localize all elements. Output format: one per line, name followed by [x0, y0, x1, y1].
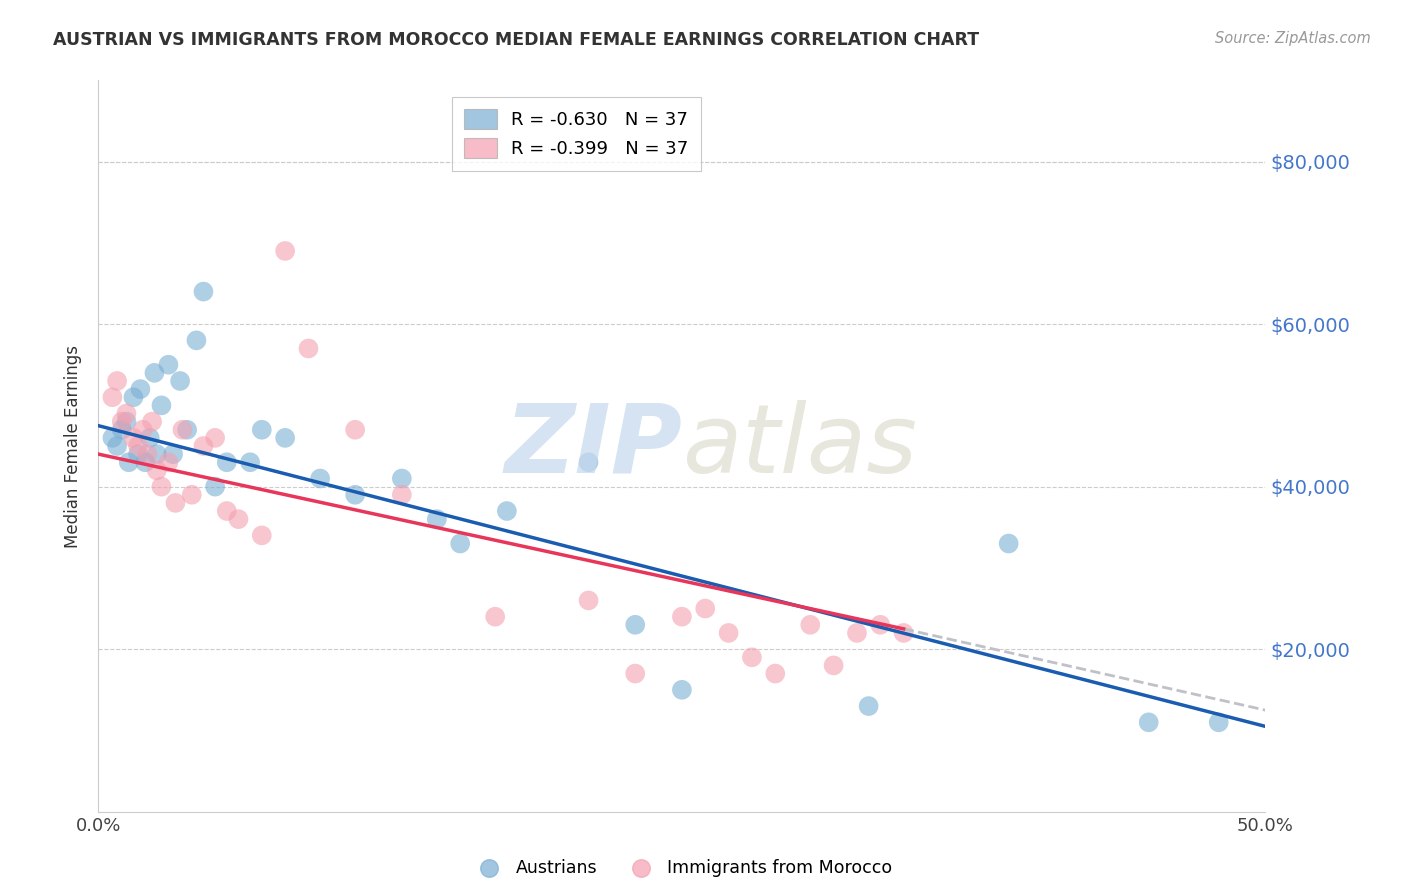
Point: [146, 447, 169, 461]
Point: [893, 626, 915, 640]
Point: [846, 626, 869, 640]
Point: [157, 358, 180, 372]
Point: [118, 455, 141, 469]
Point: [105, 374, 128, 388]
Point: [297, 342, 319, 356]
Point: [578, 593, 600, 607]
Point: [823, 658, 845, 673]
Point: [204, 480, 226, 494]
Point: [105, 439, 128, 453]
Point: [717, 626, 740, 640]
Text: atlas: atlas: [682, 400, 917, 492]
Point: [193, 285, 215, 299]
Point: [180, 488, 202, 502]
Text: ZIP: ZIP: [503, 400, 682, 492]
Point: [763, 666, 786, 681]
Point: [391, 471, 413, 485]
Point: [127, 447, 149, 461]
Point: [578, 455, 600, 469]
Point: [165, 496, 187, 510]
Point: [250, 528, 273, 542]
Point: [136, 447, 159, 461]
Point: [122, 431, 145, 445]
Text: AUSTRIAN VS IMMIGRANTS FROM MOROCCO MEDIAN FEMALE EARNINGS CORRELATION CHART: AUSTRIAN VS IMMIGRANTS FROM MOROCCO MEDI…: [53, 31, 980, 49]
Legend: R = -0.630   N = 37, R = -0.399   N = 37: R = -0.630 N = 37, R = -0.399 N = 37: [451, 96, 702, 170]
Point: [204, 431, 226, 445]
Point: [344, 423, 367, 437]
Point: [134, 455, 156, 469]
Point: [115, 415, 138, 429]
Point: [426, 512, 449, 526]
Point: [671, 609, 693, 624]
Point: [997, 536, 1019, 550]
Point: [186, 334, 208, 348]
Point: [139, 431, 162, 445]
Point: [215, 455, 238, 469]
Point: [624, 617, 647, 632]
Point: [172, 423, 194, 437]
Point: [449, 536, 471, 550]
Point: [741, 650, 763, 665]
Point: [228, 512, 250, 526]
Point: [143, 366, 166, 380]
Point: [150, 480, 173, 494]
Point: [193, 439, 215, 453]
Point: [624, 666, 647, 681]
Point: [496, 504, 519, 518]
Point: [215, 504, 238, 518]
Point: [132, 423, 155, 437]
Point: [115, 407, 138, 421]
Point: [141, 415, 163, 429]
Point: [274, 244, 297, 258]
Point: [111, 415, 134, 429]
Point: [484, 609, 506, 624]
Point: [250, 423, 273, 437]
Point: [695, 601, 717, 615]
Point: [274, 431, 297, 445]
Y-axis label: Median Female Earnings: Median Female Earnings: [65, 344, 83, 548]
Point: [111, 423, 134, 437]
Point: [799, 617, 821, 632]
Point: [1137, 715, 1160, 730]
Point: [344, 488, 367, 502]
Point: [162, 447, 184, 461]
Point: [101, 390, 124, 404]
Point: [309, 471, 332, 485]
Point: [150, 398, 173, 412]
Point: [239, 455, 262, 469]
Point: [391, 488, 413, 502]
Point: [1208, 715, 1230, 730]
Point: [146, 463, 169, 477]
Point: [157, 455, 180, 469]
Point: [122, 390, 145, 404]
Point: [101, 431, 124, 445]
Point: [869, 617, 891, 632]
Point: [671, 682, 693, 697]
Point: [169, 374, 191, 388]
Point: [858, 699, 880, 714]
Point: [127, 439, 149, 453]
Point: [129, 382, 152, 396]
Text: Source: ZipAtlas.com: Source: ZipAtlas.com: [1215, 31, 1371, 46]
Point: [176, 423, 198, 437]
